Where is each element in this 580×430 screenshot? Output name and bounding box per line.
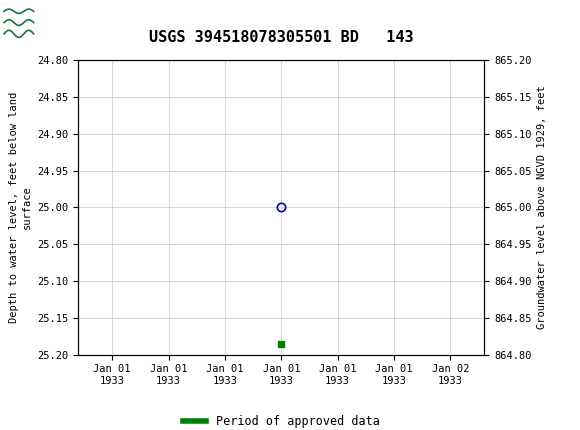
Y-axis label: Depth to water level, feet below land
surface: Depth to water level, feet below land su… <box>9 92 32 323</box>
Text: USGS: USGS <box>42 14 97 31</box>
Text: USGS 394518078305501 BD   143: USGS 394518078305501 BD 143 <box>149 30 414 45</box>
FancyBboxPatch shape <box>3 3 35 42</box>
Y-axis label: Groundwater level above NGVD 1929, feet: Groundwater level above NGVD 1929, feet <box>537 86 547 329</box>
Legend: Period of approved data: Period of approved data <box>178 410 385 430</box>
